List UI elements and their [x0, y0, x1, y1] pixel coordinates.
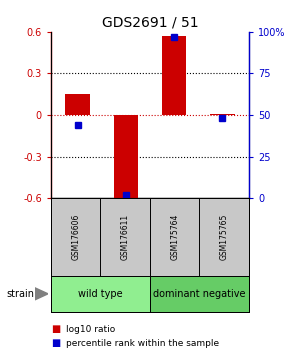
Bar: [210, 114, 235, 115]
Text: GSM175764: GSM175764: [170, 214, 179, 261]
Text: dominant negative: dominant negative: [153, 289, 246, 299]
Text: GSM176606: GSM176606: [71, 214, 80, 261]
Polygon shape: [34, 287, 48, 300]
Bar: [65, 94, 90, 115]
Text: GSM176611: GSM176611: [121, 214, 130, 260]
Text: percentile rank within the sample: percentile rank within the sample: [66, 339, 219, 348]
Text: ■: ■: [51, 324, 60, 334]
Text: GSM175765: GSM175765: [220, 214, 229, 261]
Text: strain: strain: [6, 289, 34, 299]
Text: wild type: wild type: [78, 289, 123, 299]
Text: ■: ■: [51, 338, 60, 348]
Text: GDS2691 / 51: GDS2691 / 51: [102, 16, 198, 30]
Text: log10 ratio: log10 ratio: [66, 325, 115, 334]
Bar: [162, 36, 186, 115]
Bar: [114, 115, 138, 198]
